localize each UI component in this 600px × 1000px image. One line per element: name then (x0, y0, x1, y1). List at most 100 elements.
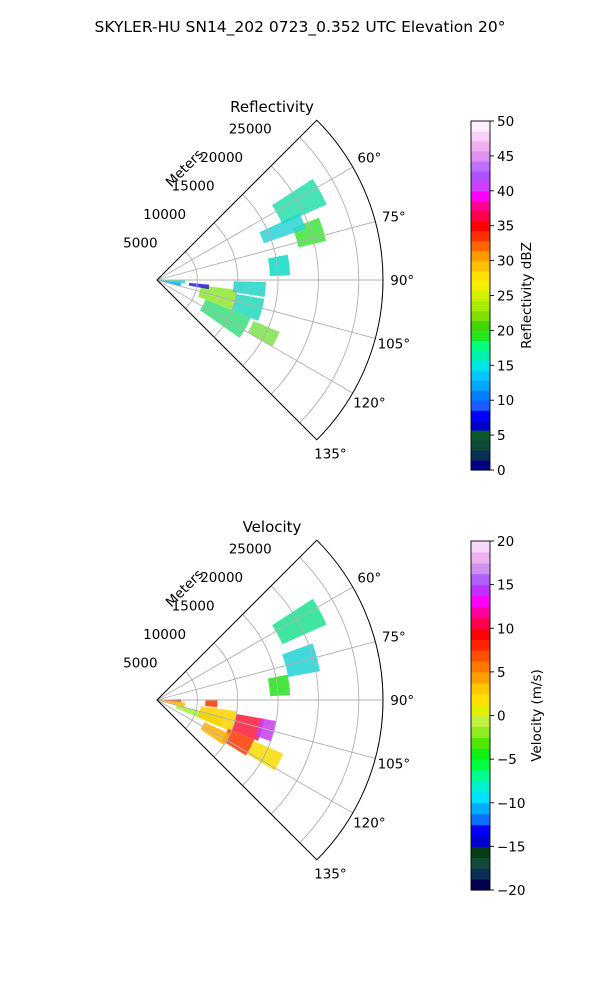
sector-frame (156, 119, 384, 441)
colorbar-tick-label: 25 (497, 289, 514, 305)
colorbar-segment (471, 310, 490, 322)
colorbar-segment (471, 824, 490, 837)
sector-frame (156, 539, 384, 861)
figure-suptitle: SKYLER-HU SN14_202 0723_0.352 UTC Elevat… (95, 18, 506, 37)
echo-region (282, 643, 320, 677)
range-tick-label: 10000 (143, 207, 186, 223)
echo-layer (157, 598, 327, 771)
colorbar-tick-label: 0 (497, 463, 506, 479)
panel-title: Velocity (243, 518, 302, 536)
colorbar-segment (471, 573, 490, 586)
colorbar-segment (471, 671, 490, 684)
azimuth-tick-label: 60° (357, 570, 381, 586)
colorbar-segment (471, 130, 490, 142)
colorbar-segment (471, 400, 490, 411)
colorbar-segment (471, 770, 490, 782)
azimuth-tick-label: 75° (382, 210, 406, 226)
colorbar-segment (471, 150, 490, 162)
echo-region (231, 714, 265, 741)
colorbar-tick-label: 20 (497, 323, 514, 339)
colorbar-segment (471, 230, 490, 242)
echo-region (267, 674, 291, 697)
echo-region (157, 279, 186, 284)
colorbar-segment (471, 551, 490, 564)
colorbar-segment (471, 562, 490, 575)
colorbar-segment (471, 290, 490, 302)
azimuth-tick-label: 90° (390, 273, 414, 289)
colorbar-tick-label: 10 (497, 393, 514, 409)
colorbar-segment (471, 190, 490, 202)
colorbar-segment (471, 879, 490, 891)
echo-region (222, 728, 255, 756)
colorbar-segment (471, 857, 490, 869)
colorbar-segment (471, 121, 490, 132)
range-tick-label: 5000 (123, 235, 157, 251)
colorbar-label: Reflectivity dBZ (519, 242, 535, 349)
colorbar-segment (471, 802, 490, 815)
colorbar-segment (471, 270, 490, 282)
colorbar-segment (471, 220, 490, 232)
colorbar-tick-label: 20 (497, 534, 514, 550)
colorbar-segment (471, 240, 490, 252)
colorbar-segment (471, 737, 490, 749)
colorbar-segment (471, 380, 490, 391)
colorbar-tick-label: 40 (497, 184, 514, 200)
echo-region (267, 254, 291, 277)
colorbar-tick-label: 10 (497, 621, 514, 637)
echo-region (232, 281, 266, 298)
colorbar-tick-label: −20 (497, 883, 526, 899)
echo-region (272, 598, 327, 645)
azimuth-spoke (156, 699, 376, 759)
azimuth-spoke (156, 279, 376, 339)
azimuth-tick-label: 120° (353, 396, 386, 412)
colorbar-tick-label: 35 (497, 219, 514, 235)
azimuth-grid (156, 586, 383, 861)
colorbar-segment (471, 835, 490, 847)
echo-region (199, 299, 251, 338)
colorbar-segment (471, 606, 490, 618)
colorbar-segment (471, 460, 490, 471)
colorbar-tick-label: −15 (497, 839, 526, 855)
colorbar-segment (471, 868, 490, 880)
colorbar-segment (471, 340, 490, 351)
colorbar-segment (471, 200, 490, 212)
colorbar-tick-label: 45 (497, 149, 514, 165)
echo-region (246, 740, 284, 771)
azimuth-tick-labels: 60° 75° 90° 105° 120° 135° (314, 150, 414, 462)
colorbar-segment (471, 160, 490, 172)
azimuth-spoke (156, 641, 376, 701)
colorbar-segment (471, 584, 490, 597)
colorbar-segment (471, 180, 490, 192)
colorbar-segment (471, 682, 490, 695)
echo-region (255, 718, 277, 742)
range-tick-label: 15000 (172, 178, 215, 194)
reflectivity-panel: Reflectivity 5000 10000 15000 20000 25000 60… (123, 98, 535, 479)
echo-region (188, 282, 210, 290)
colorbar-segment (471, 450, 490, 461)
azimuth-tick-label: 60° (357, 150, 381, 166)
azimuth-tick-label: 75° (382, 630, 406, 646)
colorbar-tick-label: 5 (497, 428, 506, 444)
echo-region (259, 213, 306, 244)
azimuth-tick-label: 90° (390, 693, 414, 709)
colorbar-segment (471, 780, 490, 793)
colorbar-segment (471, 595, 490, 608)
colorbar-segment (471, 430, 490, 441)
colorbar-segment (471, 440, 490, 451)
colorbar-segment (471, 420, 490, 431)
colorbar (470, 540, 491, 891)
colorbar-tick-label: 0 (497, 709, 506, 725)
colorbar (470, 120, 491, 471)
colorbar-segment (471, 759, 490, 771)
colorbar-segment (471, 280, 490, 292)
azimuth-spoke (156, 221, 376, 281)
azimuth-spoke (156, 699, 353, 814)
range-tick-label: 20000 (200, 570, 243, 586)
azimuth-tick-labels: 60° 75° 90° 105° 120° 135° (314, 570, 414, 882)
colorbar-segment (471, 330, 490, 341)
colorbar-tick-label: 50 (497, 114, 514, 130)
echo-layer (157, 178, 327, 347)
colorbar-segment (471, 260, 490, 272)
colorbar-segment (471, 370, 490, 381)
